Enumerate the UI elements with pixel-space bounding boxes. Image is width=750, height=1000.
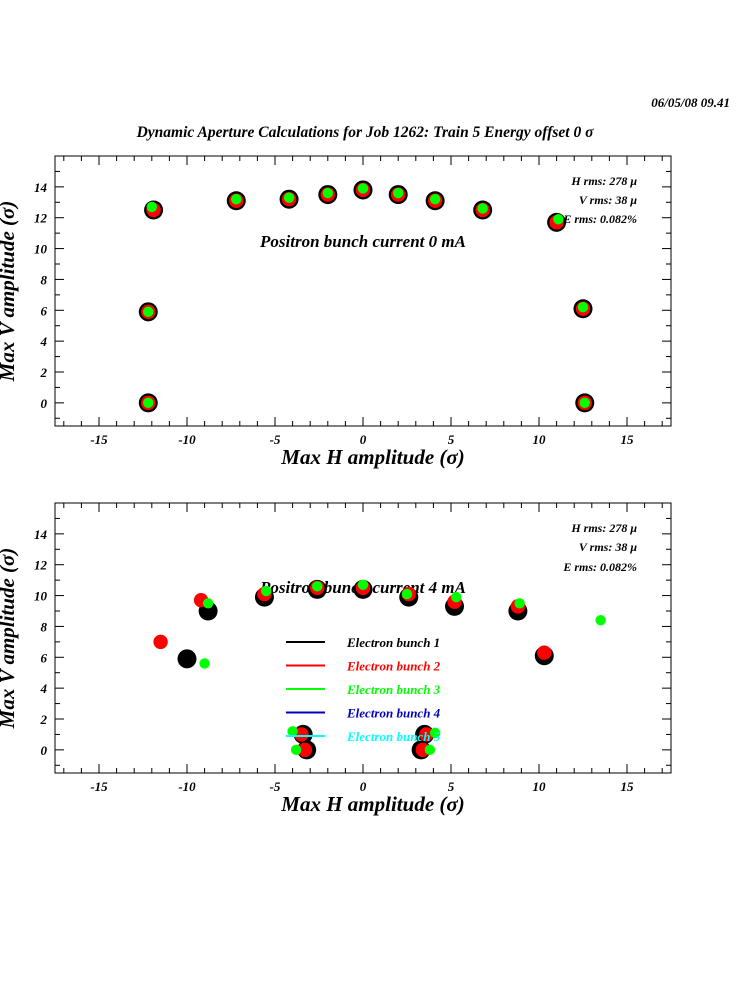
figure-title: Dynamic Aperture Calculations for Job 12… xyxy=(136,124,595,141)
x-tick-label: 15 xyxy=(621,432,635,447)
data-point xyxy=(153,634,168,650)
legend-entry: Electron bunch 5 xyxy=(346,729,441,744)
y-axis-label: Max V amplitude (σ) xyxy=(0,548,19,730)
data-point xyxy=(312,581,323,592)
x-axis-label: Max H amplitude (σ) xyxy=(280,445,464,469)
y-tick-label: 14 xyxy=(34,527,48,542)
stats-line: H rms: 278 μ xyxy=(570,174,637,188)
top-scatter-plot: -15 -10 -5 0 5 10 15 0 2 4 6 8 10 12 14 Max H amplitude… xyxy=(0,155,672,469)
x-tick-label: -15 xyxy=(90,779,108,794)
data-point xyxy=(451,591,462,603)
data-point xyxy=(199,658,210,669)
legend-entry: Electron bunch 2 xyxy=(346,659,441,674)
bunch-current-annotation: Positron bunch current 0 mA xyxy=(259,232,466,251)
y-tick-label: 6 xyxy=(41,303,48,318)
data-point xyxy=(401,588,413,600)
data-point xyxy=(290,744,302,756)
data-point xyxy=(202,598,214,609)
data-point xyxy=(143,397,154,409)
data-point xyxy=(577,302,589,313)
data-point xyxy=(537,645,552,660)
data-point xyxy=(429,727,441,739)
data-point xyxy=(357,579,369,590)
y-tick-label: 2 xyxy=(40,365,48,380)
bottom-scatter-plot: -15 -10 -5 0 5 10 15 0 2 4 6 8 10 12 14 Max H amplitude… xyxy=(0,502,672,816)
y-tick-label: 8 xyxy=(41,619,48,634)
data-point xyxy=(297,742,313,758)
stats-line: V rms: 38 μ xyxy=(579,540,637,554)
y-tick-label: 10 xyxy=(34,589,48,604)
x-tick-label: -5 xyxy=(270,432,281,447)
x-tick-label: 5 xyxy=(448,432,455,447)
data-point xyxy=(177,649,197,669)
data-point xyxy=(424,744,436,756)
x-tick-label: -10 xyxy=(178,779,196,794)
data-point xyxy=(261,585,272,597)
data-point xyxy=(322,187,333,199)
x-tick-label: 10 xyxy=(533,779,547,794)
data-point xyxy=(287,726,298,737)
y-tick-label: 14 xyxy=(34,180,48,195)
stats-line: V rms: 38 μ xyxy=(579,193,637,207)
y-tick-label: 8 xyxy=(41,272,48,287)
x-axis-label: Max H amplitude (σ) xyxy=(280,792,464,816)
y-tick-label: 6 xyxy=(41,650,48,665)
data-point xyxy=(393,187,404,199)
data-point xyxy=(477,203,488,214)
y-tick-label: 10 xyxy=(34,242,48,257)
data-point xyxy=(294,727,309,742)
data-point xyxy=(283,192,295,203)
data-point xyxy=(146,201,157,213)
y-tick-label: 0 xyxy=(41,396,48,411)
data-point xyxy=(514,598,525,609)
stats-line: H rms: 278 μ xyxy=(570,521,637,535)
y-tick-label: 2 xyxy=(40,712,48,727)
y-tick-label: 4 xyxy=(40,681,48,696)
data-point xyxy=(429,194,441,205)
legend-entry: Electron bunch 1 xyxy=(346,635,440,650)
stats-line: E rms: 0.082% xyxy=(562,212,637,226)
stats-line: E rms: 0.082% xyxy=(562,560,637,574)
x-tick-label: 5 xyxy=(448,779,455,794)
x-tick-label: 0 xyxy=(360,432,367,447)
y-axis-label: Max V amplitude (σ) xyxy=(0,201,19,383)
x-tick-label: -10 xyxy=(178,432,196,447)
data-point xyxy=(143,306,154,318)
data-point xyxy=(231,194,242,205)
x-tick-label: 10 xyxy=(533,432,547,447)
data-point xyxy=(357,183,369,194)
data-point xyxy=(579,397,590,409)
data-point xyxy=(419,727,434,742)
x-tick-label: -15 xyxy=(90,432,108,447)
x-tick-label: 0 xyxy=(360,779,367,794)
y-tick-label: 4 xyxy=(40,334,48,349)
y-tick-label: 12 xyxy=(34,211,48,226)
x-tick-label: -5 xyxy=(270,779,281,794)
legend-entry: Electron bunch 3 xyxy=(346,682,441,697)
data-point xyxy=(553,214,564,225)
y-tick-label: 0 xyxy=(41,743,48,758)
date-time-stamp: 06/05/08 09.41 xyxy=(651,95,730,110)
y-tick-label: 12 xyxy=(34,558,48,573)
x-tick-label: 15 xyxy=(621,779,635,794)
data-point xyxy=(595,615,606,626)
legend-entry: Electron bunch 4 xyxy=(346,706,441,721)
